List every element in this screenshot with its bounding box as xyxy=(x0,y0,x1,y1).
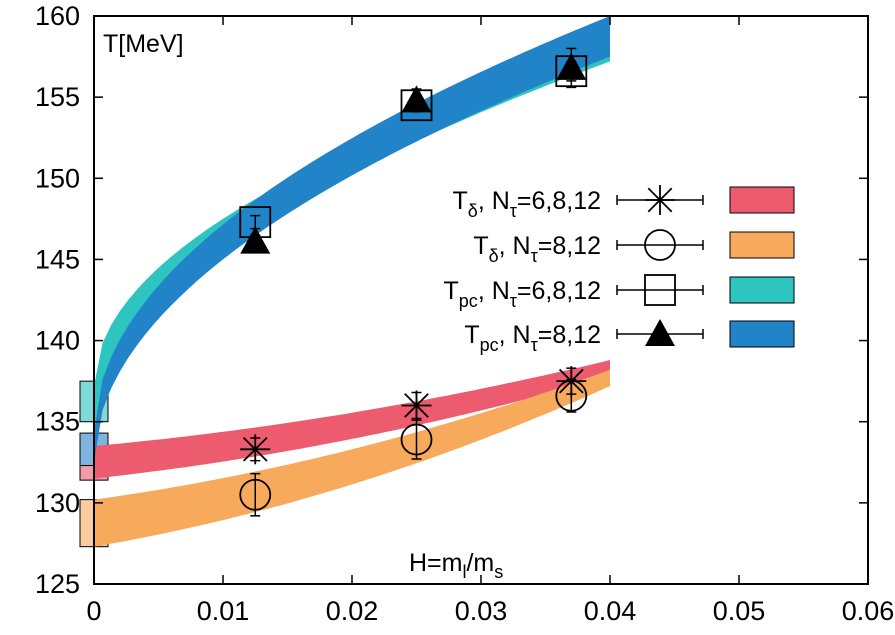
legend-label-part: T xyxy=(473,232,488,260)
x-tick-label: 0.05 xyxy=(713,596,766,626)
legend-marker-circle xyxy=(644,229,676,261)
point-series-4-triangle xyxy=(556,52,587,80)
y-tick-label: 150 xyxy=(35,163,80,193)
x-tick-label: 0.04 xyxy=(584,596,637,626)
x-axis-label-sub2: s xyxy=(494,562,503,582)
y-tick-label: 125 xyxy=(35,569,80,599)
legend-label-part: τ xyxy=(510,201,517,221)
legend-label-part: , N xyxy=(478,277,510,305)
point-series-4-triangle xyxy=(401,85,432,113)
legend-label-part: pc xyxy=(480,335,499,355)
point-series-1-star xyxy=(240,434,271,465)
x-tick-label: 0.03 xyxy=(455,596,508,626)
legend-label-part: T xyxy=(464,321,479,349)
data-points xyxy=(239,47,588,517)
band-4 xyxy=(94,16,610,463)
legend-label-part: δ xyxy=(489,246,499,266)
legend-label-part: δ xyxy=(468,201,478,221)
legend-label-3: Tpc, Nτ=6,8,12 xyxy=(444,277,601,311)
legend-label-part: =8,12 xyxy=(538,321,601,349)
legend-label-part: =8,12 xyxy=(538,232,601,260)
x-axis-label-main: H=m xyxy=(409,549,462,577)
legend-marker-square xyxy=(644,274,676,306)
legend-marker-triangle xyxy=(645,319,675,346)
legend-label-part: , N xyxy=(499,232,531,260)
point-series-2-circle xyxy=(400,423,433,456)
legend-swatch-3 xyxy=(729,276,795,304)
point-series-2-circle xyxy=(239,478,272,511)
legend-marker-star xyxy=(645,185,675,215)
bands xyxy=(94,16,610,547)
band-2 xyxy=(94,369,610,547)
band-1 xyxy=(94,360,610,479)
legend-marker-star-stroke xyxy=(647,187,673,213)
legend-label-part: τ xyxy=(510,291,517,311)
y-tick-label: 160 xyxy=(35,1,80,31)
x-axis-label-slash: /m xyxy=(466,549,494,577)
legend-label-part: T xyxy=(453,187,468,215)
legend-label-2: Tδ, Nτ=8,12 xyxy=(473,232,601,266)
x-tick-label: 0.06 xyxy=(842,596,895,626)
point-series-4-triangle xyxy=(240,226,271,254)
y-tick-label: 145 xyxy=(35,244,80,274)
y-tick-label: 140 xyxy=(35,326,80,356)
legend-label-part: =6,8,12 xyxy=(517,277,601,305)
x-axis-label-sub1: l xyxy=(462,562,466,582)
point-series-1-star-stroke xyxy=(404,393,429,418)
point-series-1-star-stroke xyxy=(242,436,268,462)
legend-label-part: pc xyxy=(459,291,478,311)
point-series-2-circle xyxy=(555,379,588,412)
y-axis-label: T[MeV] xyxy=(103,30,184,58)
y-tick-label: 155 xyxy=(35,82,80,112)
legend-label-part: τ xyxy=(531,246,538,266)
point-series-1-star xyxy=(401,390,432,421)
legend-label-part: , N xyxy=(499,321,531,349)
y-tick-label: 130 xyxy=(35,488,80,518)
x-tick-label: 0.02 xyxy=(326,596,379,626)
legend-swatch-1 xyxy=(729,186,795,214)
x-tick-label: 0 xyxy=(86,596,101,626)
axes: 0 0.01 0.02 0.03 0.04 0.05 0.06 125 130 135 140 145… xyxy=(35,1,894,626)
legend-label-part: , N xyxy=(478,187,510,215)
y-tick-label: 135 xyxy=(35,407,80,437)
x-axis-label: H=ml/ms xyxy=(409,549,503,582)
x-tick-label: 0.01 xyxy=(197,596,250,626)
legend-label-part: T xyxy=(444,277,459,305)
legend-swatch-4 xyxy=(729,320,795,348)
legend-label-part: =6,8,12 xyxy=(517,187,601,215)
legend-swatch-2 xyxy=(729,231,795,259)
band-3 xyxy=(94,51,610,442)
legend-label-part: τ xyxy=(531,335,538,355)
legend-label-4: Tpc, Nτ=8,12 xyxy=(464,321,601,355)
legend-label-1: Tδ, Nτ=6,8,12 xyxy=(453,187,602,221)
